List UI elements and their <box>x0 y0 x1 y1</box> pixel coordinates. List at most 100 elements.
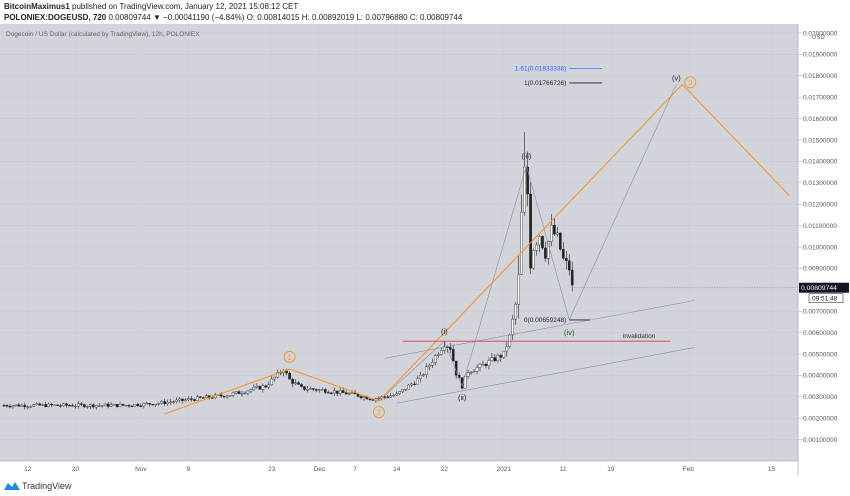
candle-body <box>133 404 137 407</box>
candle-body <box>428 364 431 367</box>
candle-body <box>383 396 387 398</box>
publish-date: published on TradingView.com, January 12… <box>69 2 299 11</box>
candle-body <box>312 388 315 390</box>
candle-body <box>544 247 547 259</box>
candle-body <box>300 384 303 387</box>
price-tag-bg <box>799 282 849 293</box>
price-tag-value: 0.00809744 <box>801 285 837 292</box>
candle-body <box>267 384 271 388</box>
candle-body <box>344 392 348 395</box>
ohlc-values: 0.00809744 ▼ −0.00041190 (−4.84%) O: 0.0… <box>106 13 463 22</box>
candle-body <box>246 390 250 394</box>
candle-body <box>56 404 59 406</box>
candle-body <box>389 395 393 398</box>
candle-body <box>359 396 363 399</box>
chart-area[interactable]: Dogecoin / US Dollar (calculated by Trad… <box>0 24 850 476</box>
publish-info: BitcoinMaximus1 published on TradingView… <box>4 2 298 11</box>
time-tick-label: Nov <box>135 466 147 473</box>
candle-body <box>303 386 306 390</box>
invalidation-label: invalidation <box>623 333 656 340</box>
candle-body <box>493 357 497 362</box>
candle-body <box>371 399 375 401</box>
candle-body <box>395 393 399 396</box>
price-tick-label: 0.00400000 <box>803 373 838 380</box>
candle-body <box>523 166 526 213</box>
time-tick-label: 11 <box>560 466 567 473</box>
candle-body <box>276 372 280 378</box>
candle-body <box>410 383 413 386</box>
candle-body <box>490 357 494 361</box>
candle-body <box>469 371 473 374</box>
candle-body <box>88 404 92 407</box>
countdown-value: 09:51:48 <box>812 295 838 302</box>
candle-body <box>529 193 532 269</box>
candle-body <box>5 405 9 407</box>
candle-body <box>83 404 86 408</box>
price-tick-label: 0.01200000 <box>803 202 838 209</box>
candle-body <box>321 389 324 391</box>
candle-body <box>324 389 327 393</box>
candle-body <box>255 386 259 388</box>
tradingview-brand[interactable]: TradingView <box>22 481 72 491</box>
candle-body <box>23 404 27 408</box>
price-tick-label: 0.01900000 <box>803 52 838 59</box>
candle-body <box>472 371 476 373</box>
candle-body <box>59 405 62 407</box>
symbol-quote: POLONIEX:DOGEUSD, 720 0.00809744 ▼ −0.00… <box>4 13 462 22</box>
minor-wave-path <box>378 84 677 402</box>
price-axis-panel <box>798 24 850 476</box>
candle-body <box>550 224 553 242</box>
minor-wave-label: (ii) <box>458 393 467 402</box>
candle-body <box>11 405 15 407</box>
primary-wave-path <box>164 83 790 415</box>
candle-body <box>291 378 294 384</box>
candle-body <box>130 405 134 407</box>
candle-body <box>499 355 503 358</box>
current-price-tag[interactable]: 0.00809744 09:51:48 <box>799 282 849 303</box>
candle-body <box>172 401 175 403</box>
candle-body <box>297 382 300 385</box>
candle-body <box>178 398 181 401</box>
candle-body <box>562 249 565 259</box>
tradingview-logo-icon[interactable] <box>4 480 20 492</box>
currency-label: USD <box>812 35 825 41</box>
candle-body <box>466 372 470 377</box>
footer: TradingView <box>0 476 850 496</box>
candle-body <box>350 392 354 394</box>
time-tick-label: 20 <box>72 466 80 473</box>
candle-body <box>434 355 437 363</box>
fib-label-0: 0(0.00659248) <box>524 317 566 324</box>
candle-body <box>475 367 479 372</box>
primary-wave-circle <box>283 351 296 363</box>
candle-body <box>553 224 556 235</box>
candle-body <box>94 405 98 408</box>
candle-body <box>163 401 166 405</box>
candle-body <box>511 318 515 336</box>
candle-body <box>285 370 288 374</box>
candle-body <box>261 385 265 390</box>
primary-wave-label: 2 <box>377 408 381 417</box>
candle-body <box>451 349 455 362</box>
candle-body <box>326 392 330 394</box>
time-tick-label: 12 <box>24 466 32 473</box>
candle-body <box>315 389 318 391</box>
candle-body <box>559 232 562 250</box>
candle-body <box>419 375 422 379</box>
countdown-bg <box>808 293 844 303</box>
candle-body <box>71 405 74 407</box>
candle-body <box>202 397 205 399</box>
candle-body <box>437 354 440 356</box>
candle-body <box>228 395 232 397</box>
minor-wave-label: (iv) <box>564 328 575 337</box>
candle-body <box>148 402 152 405</box>
candle-body <box>65 403 68 406</box>
candle-body <box>204 395 208 398</box>
candle-body <box>362 396 366 399</box>
candle-body <box>264 385 268 388</box>
candle-body <box>329 392 333 394</box>
author-name[interactable]: BitcoinMaximus1 <box>4 2 70 11</box>
candle-body <box>338 390 342 394</box>
price-tick-label: 0.01300000 <box>803 180 838 187</box>
candle-body <box>196 396 199 401</box>
candle-body <box>404 388 407 391</box>
